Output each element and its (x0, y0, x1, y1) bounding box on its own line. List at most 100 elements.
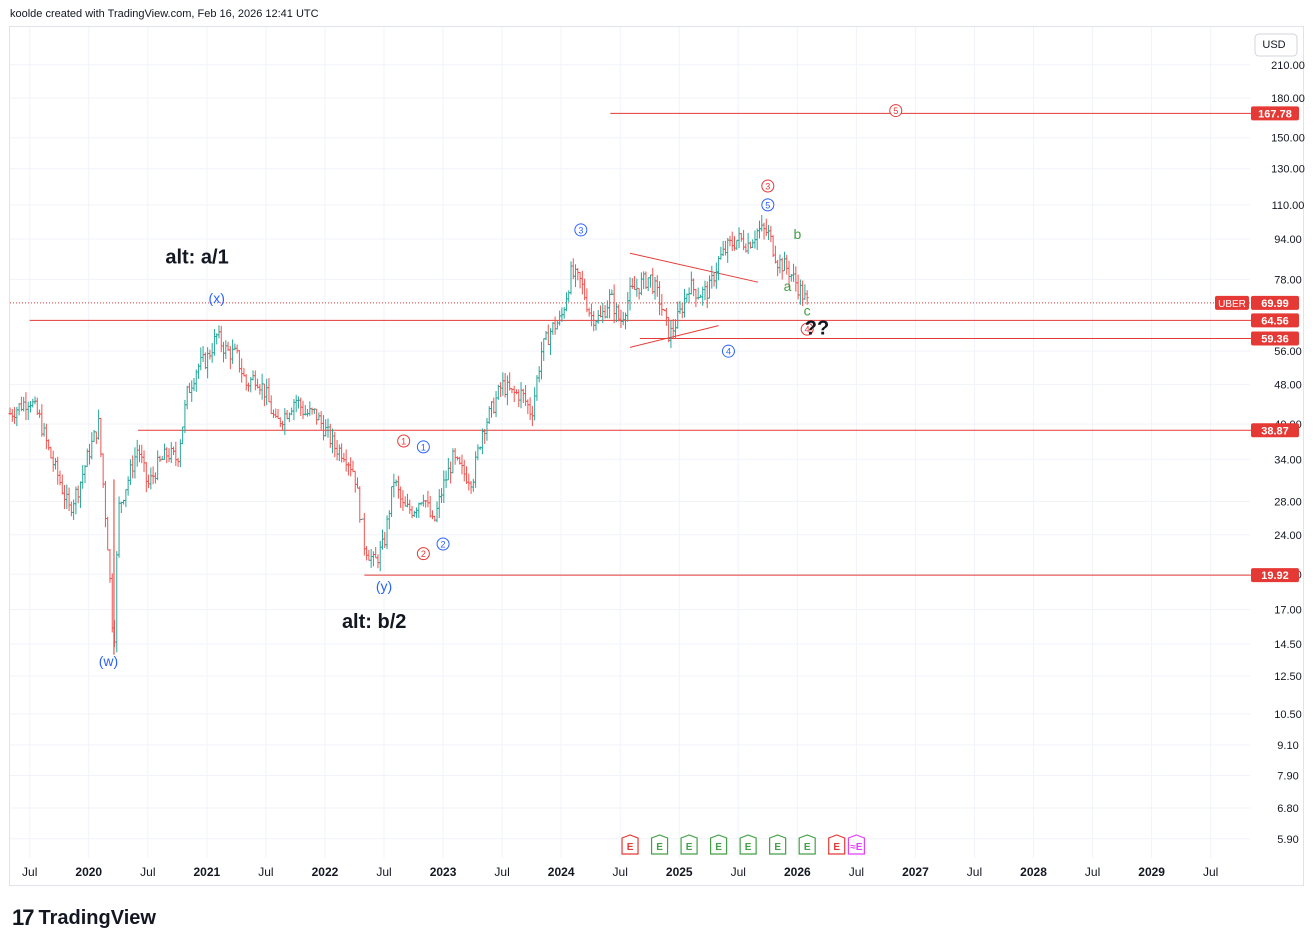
wave-circle-label (436, 537, 450, 551)
wave-text-label: c (804, 303, 811, 319)
x-tick-label: Jul (376, 865, 391, 879)
earnings-mark-text: ≈E (850, 842, 862, 853)
x-tick-label: 2023 (430, 865, 457, 879)
earnings-mark-text: E (774, 842, 781, 853)
wave-circle-text: 2 (421, 549, 426, 559)
y-tick-label: 130.00 (1271, 164, 1305, 176)
wave-text-label: alt: b/2 (342, 611, 406, 633)
x-tick-label: 2025 (666, 865, 693, 879)
wave-circle-label (761, 179, 775, 193)
x-tick-label: 2021 (194, 865, 221, 879)
y-tick-label: 150.00 (1271, 133, 1305, 145)
earnings-marks: E E E E E E E E ≈E (621, 834, 865, 855)
symbol-tag-text: UBER (1218, 299, 1246, 310)
y-tick-label: 48.00 (1274, 380, 1302, 392)
tradingview-wordmark: TradingView (38, 906, 156, 929)
level-price-tag-text: 59.36 (1261, 334, 1289, 346)
y-tick-label: 12.50 (1274, 671, 1302, 683)
y-tick-label: 56.00 (1274, 346, 1302, 358)
wave-circle-text: 3 (765, 182, 770, 192)
earnings-mark-text: E (745, 842, 752, 853)
wave-text-label: (x) (209, 290, 225, 306)
price-tags: 167.78 64.56 59.36 38.87 19.92 UBER 69.99 (1215, 106, 1299, 583)
earnings-mark-text: E (833, 842, 840, 853)
chart-header: koolde created with TradingView.com, Feb… (10, 8, 319, 20)
level-price-tag (1251, 331, 1299, 346)
wave-circle-label (761, 198, 775, 212)
candlestick-series (8, 214, 809, 655)
x-tick-label: Jul (1085, 865, 1100, 879)
currency-label: USD (1262, 39, 1285, 51)
earnings-mark (769, 834, 787, 855)
wave-text-label: alt: a/1 (165, 246, 228, 268)
y-tick-label: 94.00 (1274, 234, 1302, 246)
last-price-tag (1251, 295, 1299, 310)
level-price-tag (1251, 423, 1299, 438)
x-tick-label: 2024 (548, 865, 575, 879)
wave-circle-label (889, 104, 903, 118)
level-price-tag-text: 19.92 (1261, 570, 1289, 582)
x-tick-label: Jul (140, 865, 155, 879)
wave-circle-text: 2 (441, 540, 446, 550)
time-axis: Jul 2020 Jul 2021 Jul 2022 Jul 2023 Jul 2024 Jul 20… (22, 865, 1218, 879)
y-tick-label: 110.00 (1272, 200, 1305, 212)
wave-circle-label (416, 440, 430, 454)
y-tick-label: 28.00 (1274, 496, 1302, 508)
earnings-mark-text: E (627, 842, 634, 853)
earnings-mark-text: E (715, 842, 722, 853)
symbol-tag (1215, 295, 1249, 310)
x-tick-label: 2026 (784, 865, 811, 879)
chart-frame (9, 26, 1304, 886)
x-tick-label: 2022 (312, 865, 339, 879)
level-price-tag-text: 167.78 (1258, 108, 1292, 120)
wave-text-label: ?? (805, 317, 829, 339)
earnings-mark-text: E (656, 842, 663, 853)
y-tick-label: 14.50 (1274, 639, 1302, 651)
earnings-mark (739, 834, 757, 855)
last-price-tag-text: 69.99 (1261, 298, 1289, 310)
x-tick-label: Jul (731, 865, 746, 879)
trendlines (629, 252, 759, 348)
wave-annotations: 5 3 5 3 4 4 1 1 2 2 (x) (y) (w) alt: a/1 alt: b/2?? b ac (99, 104, 903, 669)
level-price-tag (1251, 568, 1299, 583)
x-tick-label: 2029 (1138, 865, 1165, 879)
wave-circle-text: 3 (578, 225, 583, 235)
level-price-tag (1251, 106, 1299, 121)
wave-circle-label (574, 223, 588, 237)
wave-text-label: b (793, 226, 801, 242)
x-tick-label: Jul (613, 865, 628, 879)
earnings-mark-text: E (686, 842, 693, 853)
earnings-mark (798, 834, 816, 855)
y-tick-label: 78.00 (1274, 274, 1302, 286)
y-tick-label: 5.90 (1277, 834, 1298, 846)
y-tick-label: 10.50 (1274, 709, 1302, 721)
y-tick-label: 9.10 (1277, 740, 1298, 752)
wave-circle-text: 4 (726, 347, 731, 357)
earnings-mark (621, 834, 639, 855)
wave-circle-text: 1 (421, 442, 426, 452)
y-tick-label: 210.00 (1271, 60, 1305, 72)
trendline (629, 252, 759, 283)
level-price-tag-text: 38.87 (1261, 425, 1289, 437)
earnings-mark-text: E (804, 842, 811, 853)
y-tick-label: 34.00 (1274, 454, 1302, 466)
y-tick-label: 180.00 (1271, 93, 1305, 105)
y-tick-label: 6.80 (1277, 803, 1298, 815)
price-axis: 210.00 180.00 150.00 130.00 110.00 94.00 78.00… (1254, 33, 1305, 846)
wave-text-label: (w) (99, 653, 118, 669)
earnings-mark (847, 834, 865, 855)
y-tick-label: 17.00 (1274, 605, 1302, 617)
wave-circle-text: 4 (805, 325, 810, 335)
wave-circle-label (397, 434, 411, 448)
wave-circle-label (721, 344, 735, 358)
wave-text-label: a (784, 278, 792, 294)
wave-circle-text: 1 (401, 436, 406, 446)
x-tick-label: Jul (22, 865, 37, 879)
level-price-tag-text: 64.56 (1261, 315, 1289, 327)
x-tick-label: 2020 (75, 865, 102, 879)
tradingview-logo[interactable]: 17 TradingView (12, 905, 156, 931)
x-tick-label: Jul (967, 865, 982, 879)
x-tick-label: Jul (494, 865, 509, 879)
level-price-tag (1251, 313, 1299, 328)
